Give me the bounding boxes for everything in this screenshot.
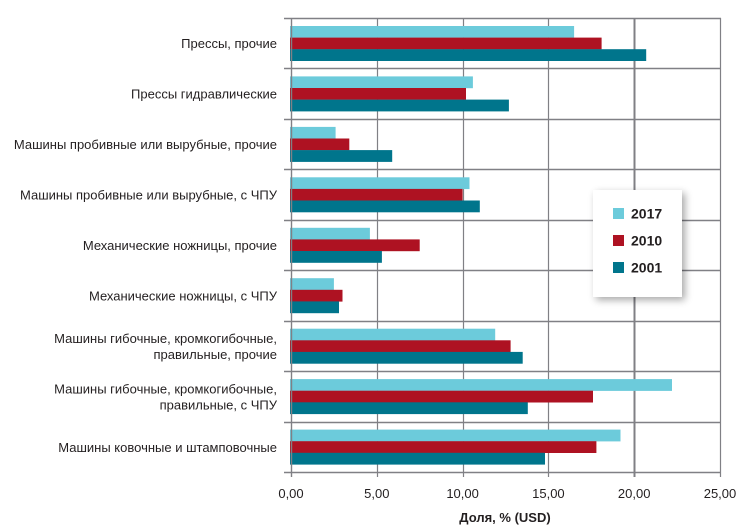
- legend-label: 2017: [631, 206, 662, 222]
- x-tick-label: 15,00: [532, 486, 565, 501]
- legend-box: [593, 190, 682, 297]
- category-labels: Прессы, прочие Прессы гидравлические Машин…: [14, 36, 278, 455]
- bar-2010: [290, 239, 420, 252]
- category-label: правильные, с ЧПУ: [160, 397, 278, 412]
- bar-2010: [290, 390, 593, 403]
- category-label: Машины пробивные или вырубные, прочие: [14, 137, 277, 152]
- legend-swatch-2010: [613, 235, 624, 246]
- legend-swatch-2017: [613, 208, 624, 219]
- bar-2001: [290, 402, 528, 415]
- legend: 2017 2010 2001: [593, 190, 682, 297]
- grid: [284, 17, 722, 477]
- bar-2001: [290, 301, 339, 314]
- x-tick-label: 0,00: [278, 486, 303, 501]
- bar-2001: [290, 99, 509, 112]
- bar-2010: [290, 188, 463, 201]
- category-label: Прессы, прочие: [181, 36, 277, 51]
- bar-2017: [290, 379, 672, 391]
- x-tick-label: 5,00: [364, 486, 389, 501]
- bar-2001: [290, 200, 480, 213]
- bar-2010: [290, 37, 602, 50]
- bar-2017: [290, 278, 334, 290]
- bar-2010: [290, 441, 597, 453]
- bar-2001: [290, 251, 382, 263]
- bar-2017: [290, 429, 621, 442]
- category-label: Машины гибочные, кромкогибочные,: [54, 381, 277, 396]
- bar-2017: [290, 328, 496, 341]
- category-label: Механические ножницы, с ЧПУ: [89, 288, 278, 303]
- bar-2017: [290, 227, 370, 240]
- legend-label: 2010: [631, 233, 662, 249]
- x-tick-labels: 0,00 5,00 10,00 15,00 20,00 25,00: [278, 486, 736, 501]
- x-tick-label: 20,00: [618, 486, 651, 501]
- bar-2017: [290, 177, 470, 190]
- bar-2010: [290, 340, 511, 353]
- bar-2017: [290, 126, 336, 139]
- category-label: Механические ножницы, прочие: [83, 238, 277, 253]
- x-axis-title: Доля, % (USD): [459, 510, 550, 525]
- category-label: правильные, прочие: [154, 347, 277, 362]
- bar-2017: [290, 26, 575, 38]
- category-label: Прессы гидравлические: [131, 87, 277, 102]
- bar-2010: [290, 289, 343, 302]
- bar-2001: [290, 351, 523, 364]
- bar-2017: [290, 76, 473, 89]
- category-label: Машины гибочные, кромкогибочные,: [54, 331, 277, 346]
- legend-swatch-2001: [613, 262, 624, 273]
- x-tick-label: 25,00: [704, 486, 737, 501]
- bar-2001: [290, 49, 647, 61]
- bar-2010: [290, 138, 350, 151]
- bar-2001: [290, 150, 393, 162]
- bar-2001: [290, 452, 545, 465]
- bar-2010: [290, 88, 466, 100]
- category-label: Машины пробивные или вырубные, с ЧПУ: [20, 188, 278, 203]
- x-tick-label: 10,00: [446, 486, 479, 501]
- category-label: Машины ковочные и штамповочные: [58, 440, 277, 455]
- legend-label: 2001: [631, 260, 662, 276]
- bars: [290, 26, 672, 465]
